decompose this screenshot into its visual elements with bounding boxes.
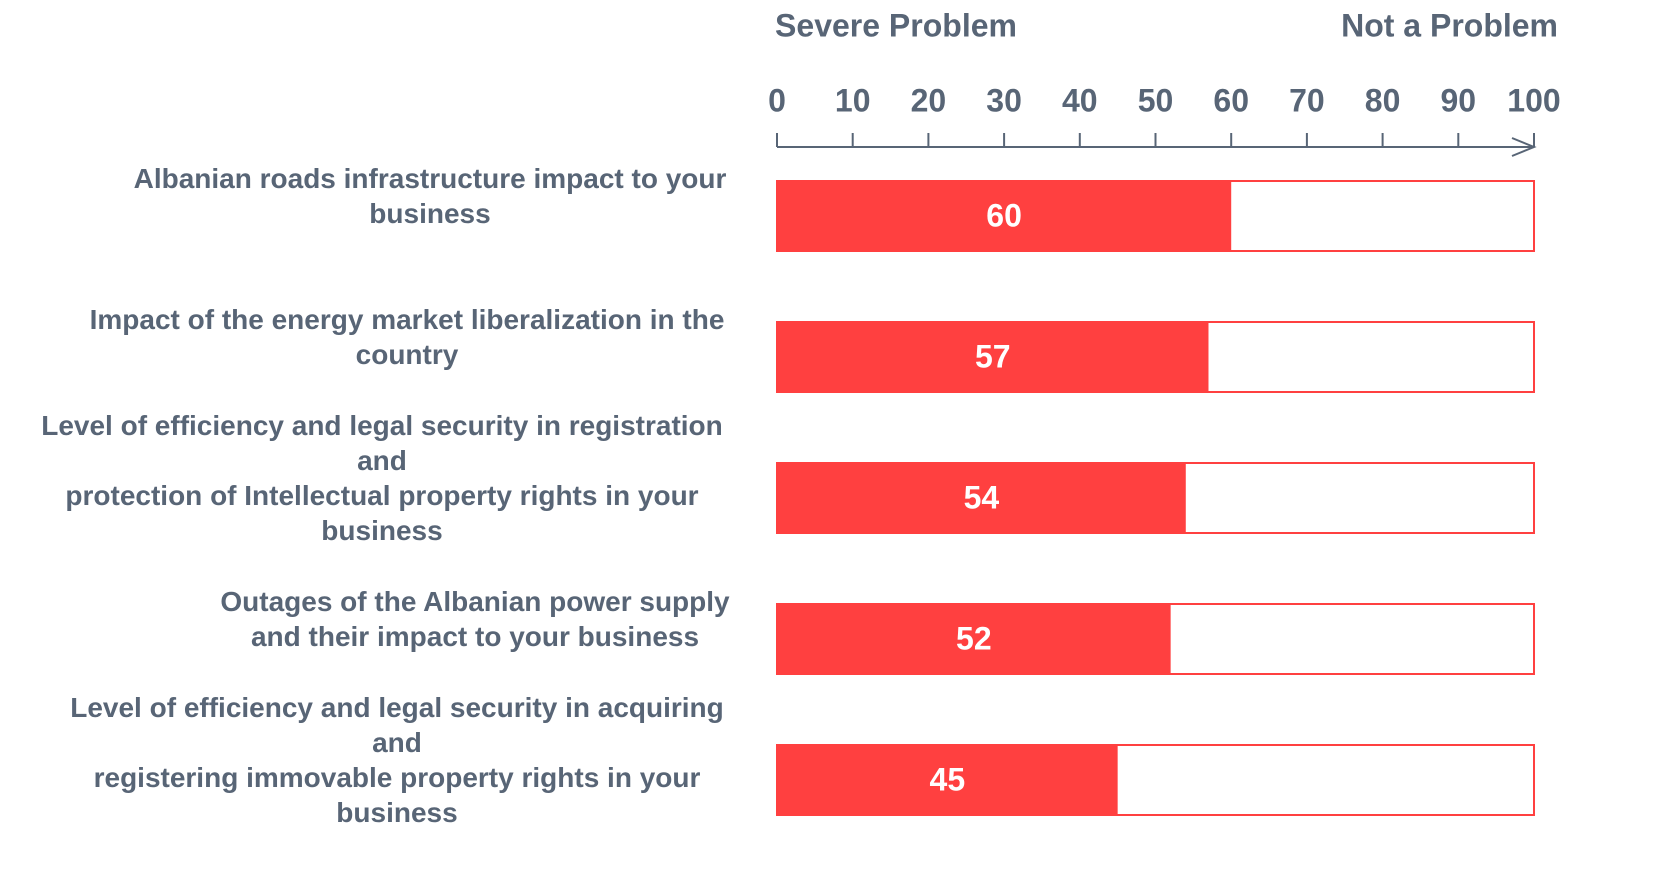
category-label: country — [356, 339, 459, 370]
x-tick-label: 70 — [1289, 82, 1325, 118]
category-label: Level of efficiency and legal security i… — [41, 410, 723, 441]
bar — [777, 745, 1118, 815]
category-label: and their impact to your business — [251, 621, 699, 652]
bar — [777, 463, 1186, 533]
bar — [777, 604, 1171, 674]
category-label: and — [357, 445, 407, 476]
category-label: business — [336, 797, 457, 828]
data-label: 57 — [975, 338, 1011, 374]
x-tick-label: 30 — [986, 82, 1022, 118]
category-label: and — [372, 727, 422, 758]
x-tick-label: 50 — [1138, 82, 1174, 118]
category-label: business — [369, 198, 490, 229]
category-label: business — [321, 515, 442, 546]
x-tick-label: 80 — [1365, 82, 1401, 118]
data-label: 60 — [986, 197, 1022, 233]
x-tick-label: 90 — [1441, 82, 1477, 118]
category-label: registering immovable property rights in… — [94, 762, 701, 793]
x-tick-label: 60 — [1213, 82, 1249, 118]
x-tick-label: 10 — [835, 82, 871, 118]
data-label: 54 — [964, 479, 1000, 515]
category-label: Outages of the Albanian power supply — [220, 586, 730, 617]
category-label: protection of Intellectual property righ… — [65, 480, 698, 511]
bar — [777, 181, 1232, 251]
category-label: Impact of the energy market liberalizati… — [90, 304, 725, 335]
annotation-right: Not a Problem — [1341, 7, 1558, 43]
data-label: 45 — [930, 761, 966, 797]
x-tick-label: 40 — [1062, 82, 1098, 118]
x-tick-label: 0 — [768, 82, 786, 118]
annotation-left: Severe Problem — [775, 7, 1017, 43]
bar — [777, 322, 1209, 392]
category-label: Albanian roads infrastructure impact to … — [134, 163, 727, 194]
x-tick-label: 20 — [911, 82, 947, 118]
category-label: Level of efficiency and legal security i… — [70, 692, 724, 723]
data-label: 52 — [956, 620, 992, 656]
x-tick-label: 100 — [1507, 82, 1560, 118]
